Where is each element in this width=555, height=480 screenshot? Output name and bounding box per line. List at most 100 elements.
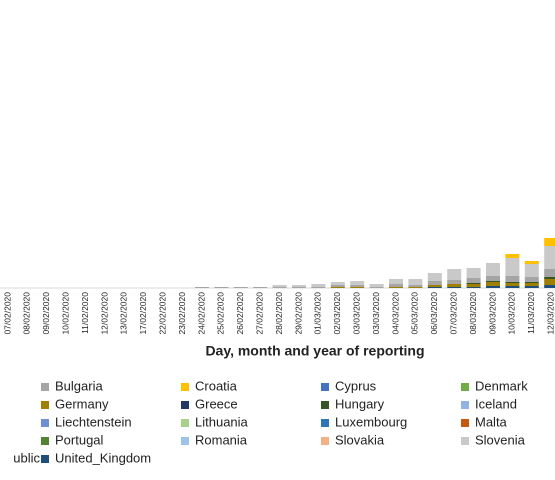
legend-swatch — [321, 383, 329, 391]
bar-segment — [369, 284, 384, 287]
legend-label: Iceland — [475, 396, 517, 411]
legend-label: Portugal — [55, 432, 104, 447]
bar-segment — [466, 283, 481, 284]
bar-segment — [389, 284, 403, 287]
x-tick-label: 12/03/2020 — [545, 292, 555, 335]
bar-segment — [524, 286, 539, 288]
x-tick-label: 02/03/2020 — [332, 292, 342, 335]
bar-segment — [447, 284, 462, 287]
x-tick-label: 29/02/2020 — [293, 292, 303, 335]
bar-segment — [253, 287, 268, 288]
x-axis-title: Day, month and year of reporting — [205, 343, 424, 359]
legend-swatch — [461, 401, 469, 409]
x-tick-label: 03/03/2020 — [371, 292, 381, 335]
x-tick-label: 08/03/2020 — [468, 292, 478, 335]
bar-segment — [447, 287, 462, 288]
legend-swatch — [41, 437, 49, 445]
bar-segment — [195, 287, 209, 288]
bar-segment — [292, 287, 306, 288]
bar-segment — [466, 287, 481, 288]
x-tick-label: 23/02/2020 — [177, 292, 187, 335]
legend-swatch — [321, 419, 329, 427]
bar-segment — [427, 285, 442, 287]
bar-segment — [311, 284, 326, 287]
bar-segment — [524, 282, 539, 283]
bar-segment — [369, 287, 384, 288]
bar-segment — [350, 287, 365, 288]
legend-swatch — [41, 383, 49, 391]
bar-segment — [466, 268, 481, 278]
legend-label: ublic — [13, 450, 40, 465]
legend-swatch — [41, 455, 49, 463]
bar-segment — [427, 273, 442, 281]
bar-segment — [544, 238, 555, 246]
bar-segment — [350, 285, 365, 287]
bar-segment — [505, 283, 520, 286]
bar-segment — [486, 286, 500, 288]
bar-segment — [505, 276, 520, 282]
x-tick-label: 06/03/2020 — [429, 292, 439, 335]
x-tick-label: 22/02/2020 — [157, 292, 167, 335]
bar-segment — [272, 287, 287, 288]
legend-label: Croatia — [195, 378, 238, 393]
x-tick-label: 12/02/2020 — [99, 292, 109, 335]
x-tick-label: 10/03/2020 — [507, 292, 517, 335]
bar-segment — [330, 285, 345, 287]
legend-swatch — [181, 437, 189, 445]
bar-segment — [544, 285, 555, 288]
bar-segment — [214, 287, 229, 288]
legend-swatch — [181, 383, 189, 391]
legend-label: Bulgaria — [55, 378, 103, 393]
bar-segment — [486, 276, 500, 281]
bar-segment — [447, 269, 462, 280]
x-tick-label: 26/02/2020 — [235, 292, 245, 335]
bar-segment — [292, 285, 306, 287]
bar-segment — [544, 277, 555, 279]
legend-label: United_Kingdom — [55, 450, 151, 465]
bar-segment — [408, 279, 423, 285]
legend-swatch — [461, 437, 469, 445]
x-tick-label: 08/02/2020 — [22, 292, 32, 335]
x-tick-label: 09/02/2020 — [41, 292, 51, 335]
x-tick-label: 13/02/2020 — [119, 292, 129, 335]
bar-segment — [505, 282, 520, 283]
x-tick-label: 05/03/2020 — [410, 292, 420, 335]
bar-segment — [544, 279, 555, 285]
bar-segment — [544, 269, 555, 277]
bar-segment — [330, 282, 345, 285]
legend-label: Liechtenstein — [55, 414, 132, 429]
legend-swatch — [461, 383, 469, 391]
legend-swatch — [181, 401, 189, 409]
x-tick-label: 25/02/2020 — [216, 292, 226, 335]
bar-segment — [389, 279, 403, 284]
bar-segment — [389, 287, 403, 288]
bar-segment — [524, 277, 539, 282]
legend-label: Slovakia — [335, 432, 385, 447]
legend-label: Denmark — [475, 378, 528, 393]
legend-label: Malta — [475, 414, 508, 429]
x-tick-label: 11/03/2020 — [526, 292, 536, 334]
bar-segment — [330, 287, 345, 288]
x-tick-label: 07/02/2020 — [2, 292, 12, 335]
legend-label: Hungary — [335, 396, 385, 411]
bar-segment — [486, 282, 500, 286]
legend-swatch — [321, 437, 329, 445]
x-tick-label: 27/02/2020 — [254, 292, 264, 335]
legend-label: Greece — [195, 396, 238, 411]
bar-segment — [524, 261, 539, 264]
bar-segment — [544, 246, 555, 269]
x-tick-label: 09/03/2020 — [487, 292, 497, 335]
legend-swatch — [461, 419, 469, 427]
bar-segment — [447, 280, 462, 284]
x-tick-label: 03/03/2020 — [351, 292, 361, 335]
legend-label: Slovenia — [475, 432, 526, 447]
bar-segment — [505, 286, 520, 288]
x-tick-label: 17/02/2020 — [138, 292, 148, 335]
bar-segment — [427, 287, 442, 288]
legend-label: Lithuania — [195, 414, 249, 429]
legend-label: Luxembourg — [335, 414, 407, 429]
bar-segment — [505, 258, 520, 276]
bar-segment — [427, 281, 442, 285]
